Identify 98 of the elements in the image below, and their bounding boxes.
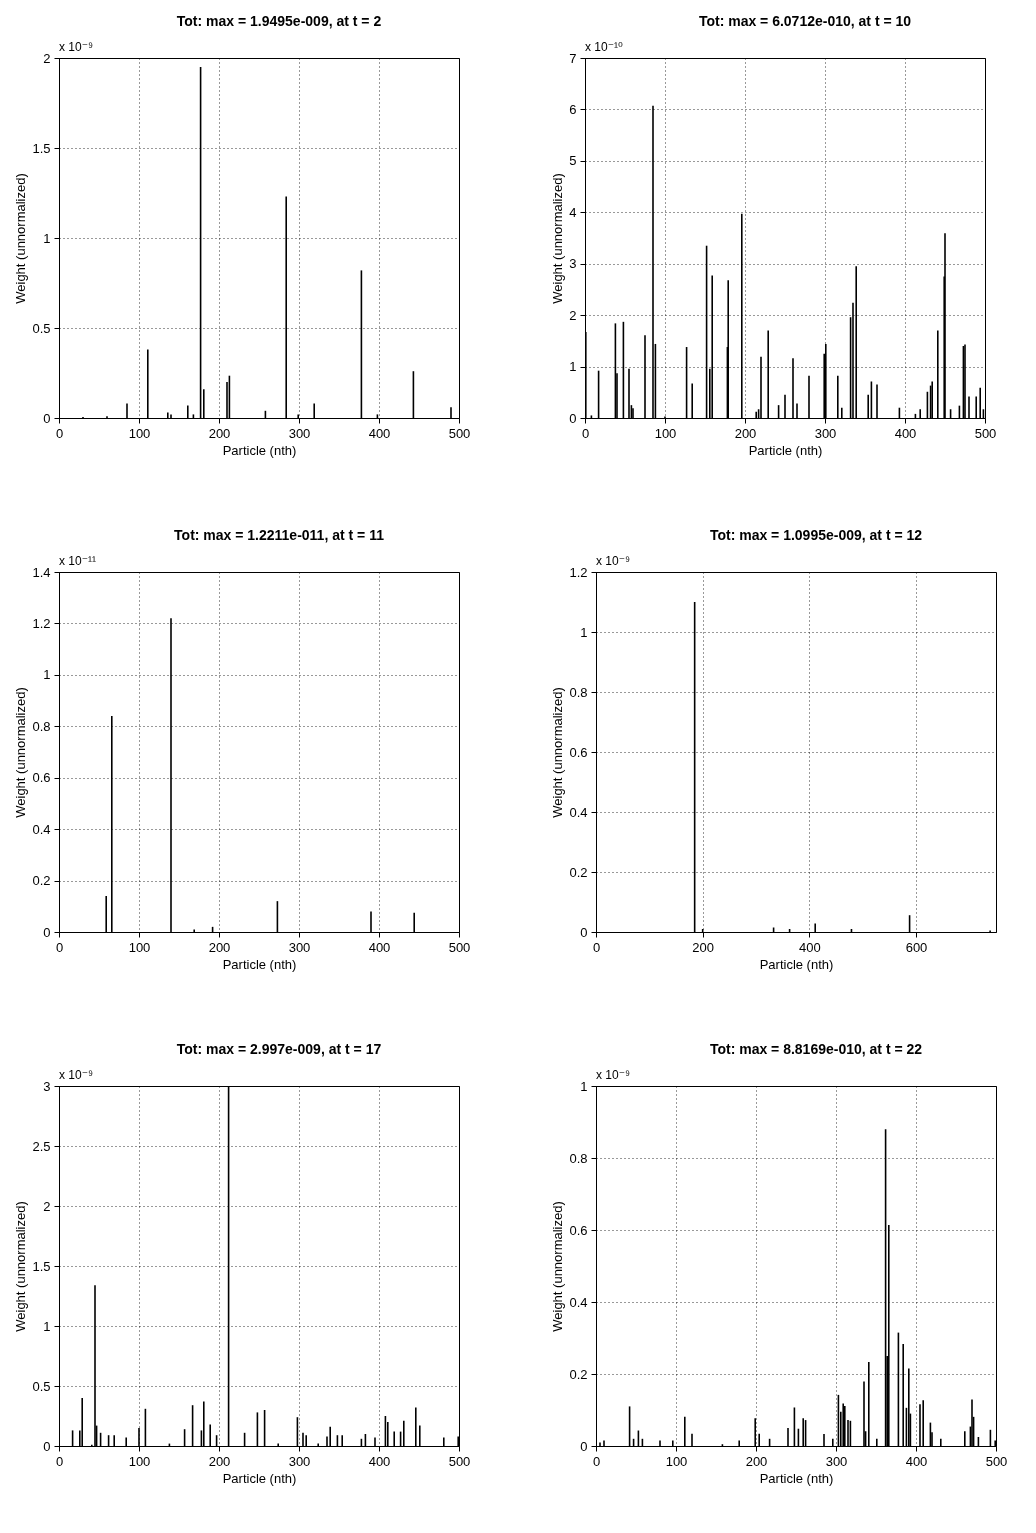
x-tick-label: 300 [288,939,311,955]
x-tick-label: 400 [894,425,917,441]
x-tick-label: 500 [448,425,471,441]
x-tick-label: 200 [208,1453,231,1469]
y-tick-label: 0 [569,410,577,426]
x-tick-label: 100 [665,1453,688,1469]
y-tick-label: 1 [569,359,577,375]
y-tick-label: 6 [569,101,577,117]
x-tick-label: 0 [592,1453,601,1469]
text: x 10⁻⁹ [59,40,94,54]
x-tick-label: 200 [208,425,231,441]
y-tick-label: 0.5 [32,320,51,336]
y-tick-label: 0 [43,410,51,426]
y-tick-label: 0.4 [569,1294,588,1310]
x-tick-label: 0 [592,939,601,955]
x-tick-label: 100 [128,939,151,955]
text: x 10⁻⁹ [59,1068,94,1082]
x-tick-label: 200 [745,1453,768,1469]
y-tick-label: 4 [569,204,577,220]
x-tick-label: 500 [974,425,997,441]
y-tick-label: 0.6 [32,770,51,786]
y-tick-label: 7 [569,50,577,66]
y-tick-label: 0.2 [569,864,588,880]
x-axis-title: Particle (nth) [222,956,297,972]
x-axis-title: Particle (nth) [748,442,823,458]
text: x 10⁻⁹ [596,1068,631,1082]
x-tick-label: 500 [448,939,471,955]
x-tick-label: 400 [368,1453,391,1469]
x-tick-label: 0 [55,939,64,955]
text: x 10⁻⁹ [596,554,631,568]
y-axis-title: Weight (unnormalized) [13,1201,29,1332]
x-tick-label: 300 [814,425,837,441]
y-axis-title: Weight (unnormalized) [550,1201,566,1332]
text: x 10⁻¹⁰ [585,40,624,54]
y-tick-label: 0.2 [569,1366,588,1382]
y-tick-label: 1.2 [569,564,588,580]
x-tick-label: 200 [734,425,757,441]
x-tick-label: 400 [368,425,391,441]
y-tick-label: 0 [43,1438,51,1454]
x-tick-label: 100 [128,1453,151,1469]
x-tick-label: 200 [692,939,715,955]
x-tick-label: 300 [825,1453,848,1469]
y-tick-label: 0.2 [32,873,51,889]
x-tick-label: 400 [798,939,821,955]
x-tick-label: 500 [985,1453,1008,1469]
y-tick-label: 2.5 [32,1138,51,1154]
x-tick-label: 200 [208,939,231,955]
y-tick-label: 0.5 [32,1378,51,1394]
chart-title: Tot: max = 1.9495e-009, at t = 2 [176,13,382,29]
y-tick-label: 0 [43,924,51,940]
chart-title: Tot: max = 1.2211e-011, at t = 11 [174,527,385,543]
y-tick-label: 0.8 [569,1150,588,1166]
chart-title: Tot: max = 2.997e-009, at t = 17 [176,1041,382,1057]
y-axis-title: Weight (unnormalized) [550,173,566,304]
y-axis-title: Weight (unnormalized) [550,687,566,818]
x-axis-title: Particle (nth) [222,1470,297,1486]
y-tick-label: 1 [580,1078,588,1094]
chart-title: Tot: max = 1.0995e-009, at t = 12 [709,527,923,543]
y-tick-label: 1 [43,230,51,246]
x-tick-label: 100 [654,425,677,441]
x-axis-title: Particle (nth) [759,1470,834,1486]
y-tick-label: 2 [43,1198,51,1214]
y-tick-label: 0.6 [569,744,588,760]
y-tick-label: 1 [580,624,588,640]
chart-title: Tot: max = 6.0712e-010, at t = 10 [698,13,912,29]
x-tick-label: 0 [55,425,64,441]
y-tick-label: 0.6 [569,1222,588,1238]
y-tick-label: 1.5 [32,140,51,156]
y-axis-title: Weight (unnormalized) [13,687,29,818]
y-tick-label: 2 [43,50,51,66]
y-tick-label: 2 [569,307,577,323]
y-tick-label: 0 [580,1438,588,1454]
x-tick-label: 300 [288,1453,311,1469]
x-tick-label: 400 [368,939,391,955]
y-tick-label: 0 [580,924,588,940]
y-tick-label: 3 [569,256,577,272]
x-axis-title: Particle (nth) [759,956,834,972]
y-tick-label: 1 [43,1318,51,1334]
y-tick-label: 3 [43,1078,51,1094]
x-tick-label: 600 [905,939,928,955]
text: x 10⁻¹¹ [59,554,97,568]
x-tick-label: 0 [55,1453,64,1469]
y-tick-label: 0.4 [569,804,588,820]
y-tick-label: 1 [43,667,51,683]
x-tick-label: 400 [905,1453,928,1469]
y-tick-label: 1.5 [32,1258,51,1274]
x-tick-label: 100 [128,425,151,441]
y-tick-label: 0.8 [32,718,51,734]
y-tick-label: 0.4 [32,821,51,837]
x-tick-label: 500 [448,1453,471,1469]
y-axis-title: Weight (unnormalized) [13,173,29,304]
x-tick-label: 300 [288,425,311,441]
chart-title: Tot: max = 8.8169e-010, at t = 22 [709,1041,923,1057]
y-tick-label: 1.4 [32,564,51,580]
y-tick-label: 5 [569,153,577,169]
y-tick-label: 1.2 [32,615,51,631]
x-axis-title: Particle (nth) [222,442,297,458]
y-tick-label: 0.8 [569,684,588,700]
